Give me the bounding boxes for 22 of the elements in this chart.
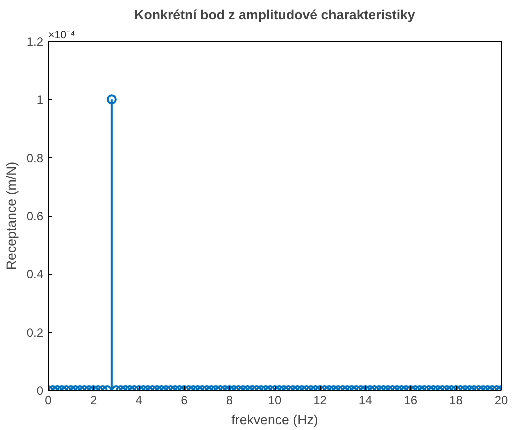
x-tick-label: 12 bbox=[314, 394, 328, 408]
chart-title: Konkrétní bod z amplitudové charakteristiky bbox=[134, 8, 416, 22]
x-tick-label: 10 bbox=[268, 394, 282, 408]
x-tick-label: 16 bbox=[404, 394, 418, 408]
y-tick-label: 1 bbox=[36, 93, 44, 108]
x-tick-label: 8 bbox=[226, 394, 234, 408]
x-tick-label: 14 bbox=[358, 394, 373, 408]
x-axis-title: frekvence (Hz) bbox=[232, 412, 318, 428]
y-tick-label: 0.6 bbox=[26, 210, 44, 224]
x-tick-label: 0 bbox=[45, 394, 52, 408]
x-tick-label: 4 bbox=[136, 394, 143, 408]
y-tick-label: 0.2 bbox=[26, 326, 44, 340]
x-tick-label: 6 bbox=[181, 394, 188, 408]
y-tick-label: 0.4 bbox=[26, 268, 44, 282]
x-tick-label: 2 bbox=[90, 394, 98, 408]
x-tick-label: 18 bbox=[450, 394, 464, 408]
y-tick-label: 1.2 bbox=[26, 35, 44, 49]
y-tick-label: 0.8 bbox=[26, 151, 44, 166]
y-tick-label: 0 bbox=[36, 384, 44, 398]
x-tick-label: 20 bbox=[494, 394, 508, 408]
annotation: ×10⁻⁴ bbox=[48, 30, 76, 42]
y-axis-title: Receptance (m/N) bbox=[4, 162, 19, 270]
